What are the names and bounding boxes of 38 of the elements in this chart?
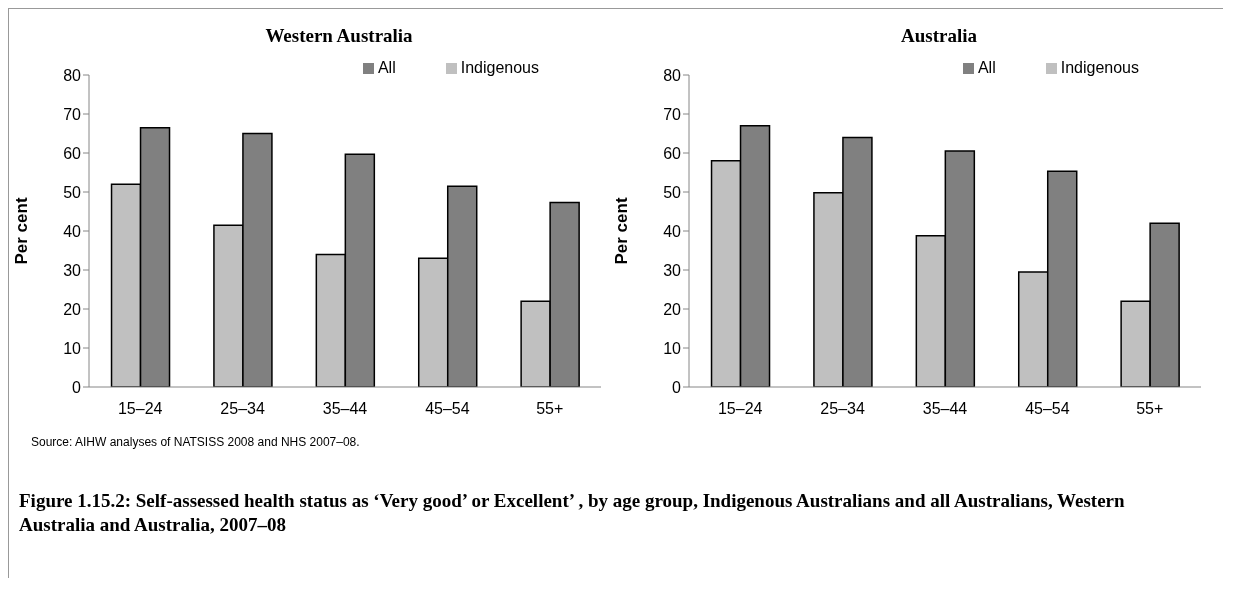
x-tick-label: 15–24 <box>117 400 163 418</box>
y-tick-label: 0 <box>72 378 82 396</box>
x-tick-label: 35–44 <box>322 400 368 418</box>
source-note: Source: AIHW analyses of NATSISS 2008 and NHS 2007–08. <box>31 435 361 449</box>
y-tick-label: 20 <box>63 300 82 318</box>
y-tick-label: 70 <box>63 105 82 123</box>
chart-title: Western Australia <box>264 25 414 48</box>
y-tick-label: 0 <box>672 378 682 396</box>
x-tick-label: 45–54 <box>1025 400 1070 418</box>
y-tick-label: 40 <box>663 222 682 240</box>
y-tick-label: 30 <box>63 261 82 279</box>
y-axis-title: Per cent <box>12 197 32 265</box>
y-tick-label: 60 <box>63 144 82 162</box>
caption: Figure 1.15.2: Self-assessed health status as ‘Very good’ or Excellent’ , by age group, Indigenous Australians and all Australians, Western Australia and Australia, 2007–08 <box>19 489 1126 537</box>
y-tick-label: 10 <box>63 339 82 357</box>
y-tick-label: 10 <box>663 339 682 357</box>
legend-label: Indigenous <box>460 59 539 76</box>
y-tick-label: 80 <box>663 66 682 84</box>
x-tick-label: 35–44 <box>922 400 968 418</box>
x-tick-label: 25–34 <box>220 400 265 418</box>
y-tick-label: 20 <box>663 300 682 318</box>
x-tick-label: 45–54 <box>425 400 470 418</box>
y-tick-label: 80 <box>63 66 82 84</box>
y-tick-label: 60 <box>663 144 682 162</box>
legend-label: Indigenous <box>1060 59 1139 76</box>
legend-label: All <box>377 59 396 76</box>
legend-label: All <box>977 59 996 76</box>
x-tick-label: 55+ <box>1136 400 1164 418</box>
y-tick-label: 50 <box>63 183 82 201</box>
y-tick-label: 30 <box>663 261 682 279</box>
y-tick-label: 40 <box>63 222 82 240</box>
y-tick-label: 70 <box>663 105 682 123</box>
y-axis-title: Per cent <box>612 197 632 265</box>
x-tick-label: 55+ <box>536 400 564 418</box>
chart-title: Australia <box>900 25 978 48</box>
x-tick-label: 25–34 <box>820 400 865 418</box>
x-tick-label: 15–24 <box>717 400 763 418</box>
y-tick-label: 50 <box>663 183 682 201</box>
